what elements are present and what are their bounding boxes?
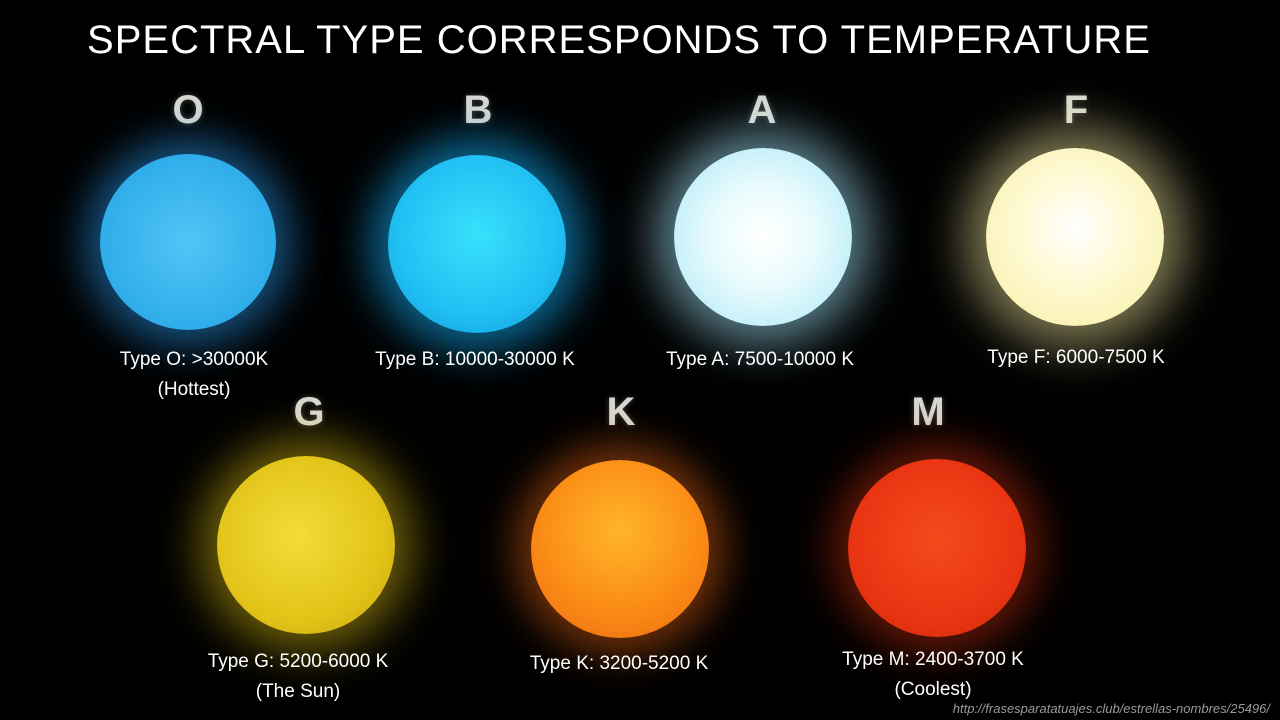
caption-g-range: Type G: 5200-6000 K bbox=[207, 651, 389, 672]
star-o bbox=[100, 154, 276, 330]
caption-g-note: (The Sun) bbox=[255, 681, 341, 702]
caption-k: Type K: 3200-5200 K bbox=[530, 649, 709, 679]
caption-o-note: (Hottest) bbox=[157, 379, 231, 400]
spectral-letter-a: A bbox=[747, 88, 777, 132]
star-a bbox=[674, 148, 852, 326]
spectral-letter-b: B bbox=[463, 88, 493, 132]
caption-b: Type B: 10000-30000 K bbox=[375, 345, 575, 375]
star-b bbox=[388, 155, 566, 333]
caption-m: Type M: 2400-3700 K (Coolest) bbox=[842, 645, 1024, 705]
caption-k-range: Type K: 3200-5200 K bbox=[529, 653, 709, 674]
spectral-letter-k: K bbox=[606, 390, 636, 434]
caption-a: Type A: 7500-10000 K bbox=[666, 345, 854, 375]
caption-o: Type O: >30000K (Hottest) bbox=[120, 345, 268, 405]
spectral-letter-m: M bbox=[911, 390, 945, 434]
star-f bbox=[986, 148, 1164, 326]
star-k bbox=[531, 460, 709, 638]
caption-o-range: Type O: >30000K bbox=[119, 349, 269, 370]
caption-m-range: Type M: 2400-3700 K bbox=[842, 649, 1024, 670]
caption-b-range: Type B: 10000-30000 K bbox=[375, 349, 575, 370]
caption-a-range: Type A: 7500-10000 K bbox=[665, 349, 855, 370]
caption-f: Type F: 6000-7500 K bbox=[987, 343, 1164, 373]
caption-m-note: (Coolest) bbox=[894, 679, 972, 700]
caption-f-range: Type F: 6000-7500 K bbox=[987, 347, 1165, 368]
caption-g: Type G: 5200-6000 K (The Sun) bbox=[208, 647, 389, 707]
star-m bbox=[848, 459, 1026, 637]
star-g bbox=[217, 456, 395, 634]
spectral-letter-g: G bbox=[293, 390, 325, 434]
spectral-letter-f: F bbox=[1063, 88, 1089, 132]
source-url: http://frasesparatatuajes.club/estrellas… bbox=[952, 701, 1270, 716]
diagram-title: SPECTRAL TYPE CORRESPONDS TO TEMPERATURE bbox=[87, 18, 1151, 62]
spectral-letter-o: O bbox=[172, 88, 204, 132]
